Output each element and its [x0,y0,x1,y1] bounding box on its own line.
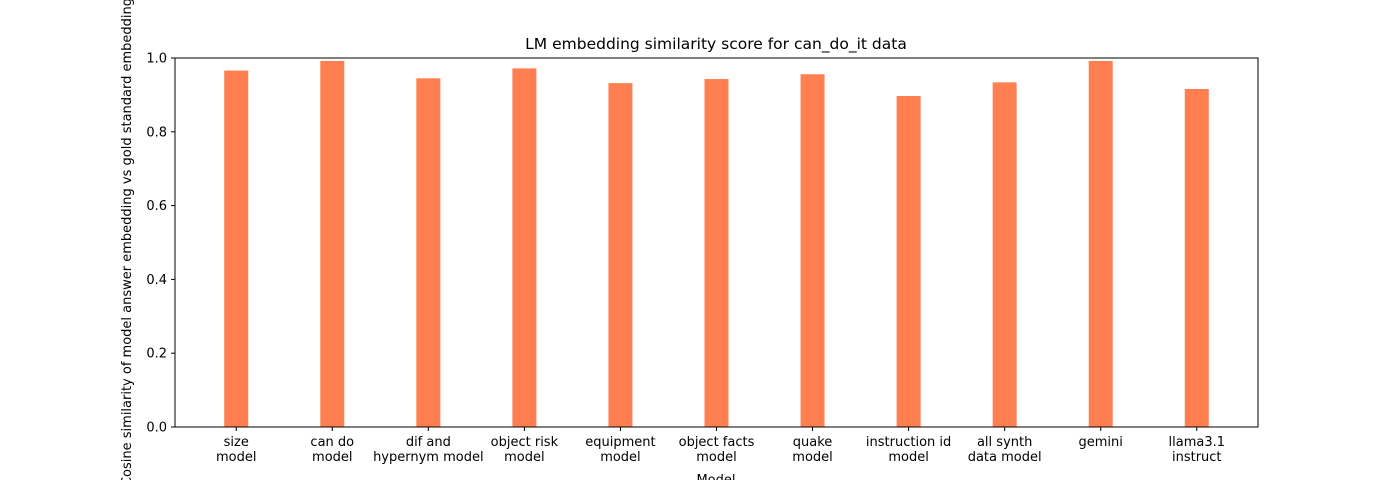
x-tick-label: all synth data model [967,435,1042,465]
x-tick-label: object facts model [678,435,755,465]
bar [416,78,441,428]
x-tick-label: size model [215,435,257,465]
y-tick-label: 0.4 [146,273,167,288]
x-tick-label: dif and hypernym model [373,435,484,465]
y-tick-label: 0.6 [146,199,167,214]
bar [320,60,345,428]
y-axis-label: Cosine similarity of model answer embedd… [120,0,135,480]
x-tick-label: llama3.1 instruct [1168,435,1226,465]
bar [608,83,633,427]
bar [800,74,825,428]
x-tick-label: gemini [1078,435,1123,450]
y-tick-label: 1.0 [146,52,167,67]
y-tick-label: 0.8 [146,125,167,140]
bar [224,70,249,428]
y-tick-label: 0.0 [146,421,167,436]
bar [1088,60,1113,428]
x-tick-label: instruction id model [865,435,952,465]
y-tick-label: 0.2 [146,347,167,362]
bar [992,82,1017,427]
x-axis-label: Model [696,473,735,480]
plot-frame [174,57,1259,428]
x-tick-label: quake model [792,435,833,465]
x-tick-label: object risk model [490,435,559,465]
chart-title: LM embedding similarity score for can_do… [525,35,907,54]
x-tick-label: can do model [310,435,355,465]
bar [1184,88,1209,427]
x-tick-label: equipment model [585,435,656,465]
bar [896,96,921,427]
bar [512,68,537,427]
bar [704,79,729,428]
